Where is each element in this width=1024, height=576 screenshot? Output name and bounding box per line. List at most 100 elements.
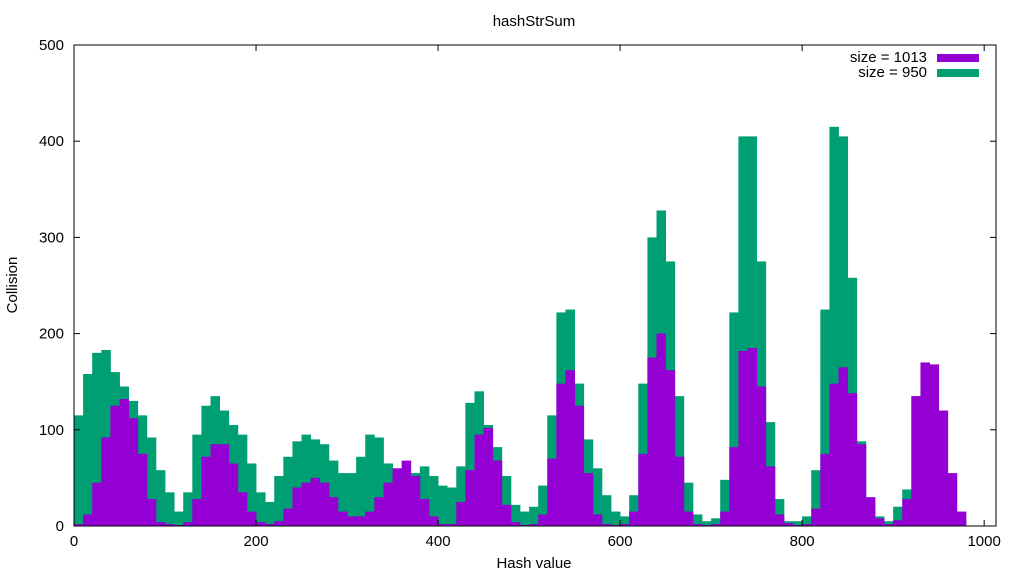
size-1013-bar-55 [574,405,585,526]
legend: size = 1013 size = 950 [850,49,979,81]
size-1013-bar-85 [847,393,858,526]
size-1013-bar-45 [483,427,494,526]
legend-swatch-size-950 [937,69,979,77]
size-1013-bar-40 [438,524,448,526]
size-950-bar-79 [793,521,803,526]
size-1013-bar-78 [783,523,794,526]
size-1013-bar-5 [119,399,130,526]
size-1013-bar-14 [201,456,211,526]
size-950-bar-23 [283,456,293,526]
size-1013-bar-0 [74,524,84,526]
legend-label-size-950: size = 950 [858,64,927,81]
size-1013-bar-74 [747,348,758,526]
size-1013-bar-43 [465,470,475,526]
size-950-bar-68 [692,514,703,526]
size-1013-bar-1 [83,514,93,526]
x-tick-label-200: 200 [244,533,269,550]
size-1013-bar-54 [565,370,575,526]
size-1013-bar-29 [337,511,348,526]
size-1013-bar-12 [183,522,193,526]
size-1013-bar-31 [356,516,366,526]
size-950-bar-41 [447,487,457,526]
size-950-bar-89 [884,521,894,526]
y-axis-label: Collision [4,257,21,314]
size-950-bar-49 [519,511,530,526]
y-tick-label-400: 400 [39,133,64,150]
size-950-bar-40 [438,485,448,526]
size-1013-bar-62 [638,453,648,526]
size-1013-bar-91 [902,499,912,526]
size-950-bar-32 [365,434,375,526]
size-1013-bar-30 [347,516,357,526]
size-950-bar-25 [301,434,312,526]
size-950-bar-22 [274,475,284,526]
size-950-bar-8 [146,437,157,526]
size-1013-bar-87 [865,497,876,526]
size-1013-bar-53 [556,383,566,526]
size-950-bar-61 [629,495,639,526]
size-950-bar-77 [774,499,785,526]
size-1013-bar-63 [647,357,657,526]
size-1013-bar-58 [601,524,612,526]
size-950-bar-71 [720,479,730,526]
size-950-bar-30 [347,473,357,526]
size-950-bar-73 [738,136,748,526]
size-950-bar-20 [256,492,266,526]
size-1013-bar-64 [656,333,667,526]
size-950-bar-48 [510,504,521,526]
x-tick-label-1000: 1000 [967,533,1000,550]
size-950-bar-69 [702,521,712,526]
size-1013-bar-84 [838,367,849,526]
size-1013-bar-67 [683,511,694,526]
size-1013-bar-42 [456,501,466,526]
size-1013-bar-93 [920,362,930,526]
size-1013-bar-75 [756,386,767,526]
x-tick-label-0: 0 [70,533,78,550]
size-1013-bar-24 [292,487,302,526]
size-950-bar-1 [83,374,93,526]
size-1013-bar-81 [811,508,821,526]
size-950-bar-33 [374,437,384,526]
plot-frame [73,44,997,527]
size-1013-bar-4 [110,405,120,526]
size-1013-bar-3 [101,437,111,526]
size-1013-bar-97 [956,511,967,526]
size-1013-bar-52 [547,458,557,526]
size-950-bar-59 [611,511,621,526]
size-1013-bar-20 [256,522,266,526]
size-950-bar-29 [337,473,348,526]
size-1013-bar-26 [310,477,321,526]
size-1013-bar-21 [265,524,275,526]
size-950-bar-0 [74,415,84,526]
size-1013-bar-82 [820,453,830,526]
size-1013-bar-19 [246,511,257,526]
size-1013-bar-33 [374,497,384,526]
size-1013-bar-34 [383,482,393,526]
size-1013-bar-61 [629,511,639,526]
size-950-bar-12 [183,492,193,526]
size-1013-bar-76 [765,466,776,526]
size-1013-bar-9 [155,522,166,526]
size-1013-bar-86 [856,444,867,526]
size-1013-bar-65 [665,370,676,526]
size-950-bar-21 [265,501,275,526]
size-1013-bar-17 [228,463,239,526]
size-1013-bar-6 [128,418,139,526]
size-950-bar-60 [620,516,630,526]
x-axis-label: Hash value [496,555,571,572]
size-1013-bar-77 [774,514,785,526]
axis-tick-labels: 0 200 400 600 800 1000 0 100 200 300 400 500 [39,37,1001,550]
size-1013-bar-38 [419,499,430,526]
y-tick-label-500: 500 [39,37,64,54]
size-1013-bar-71 [720,511,730,526]
size-950-bar-38 [419,466,430,526]
size-1013-bar-90 [893,520,903,526]
size-950-bar-58 [601,495,612,526]
size-1013-bar-44 [474,434,484,526]
size-1013-bar-70 [711,524,721,526]
size-1013-bar-32 [365,511,375,526]
size-950-bar-70 [711,518,721,526]
size-1013-bar-27 [319,482,330,526]
size-1013-bar-8 [146,499,157,526]
size-1013-bar-13 [192,499,202,526]
